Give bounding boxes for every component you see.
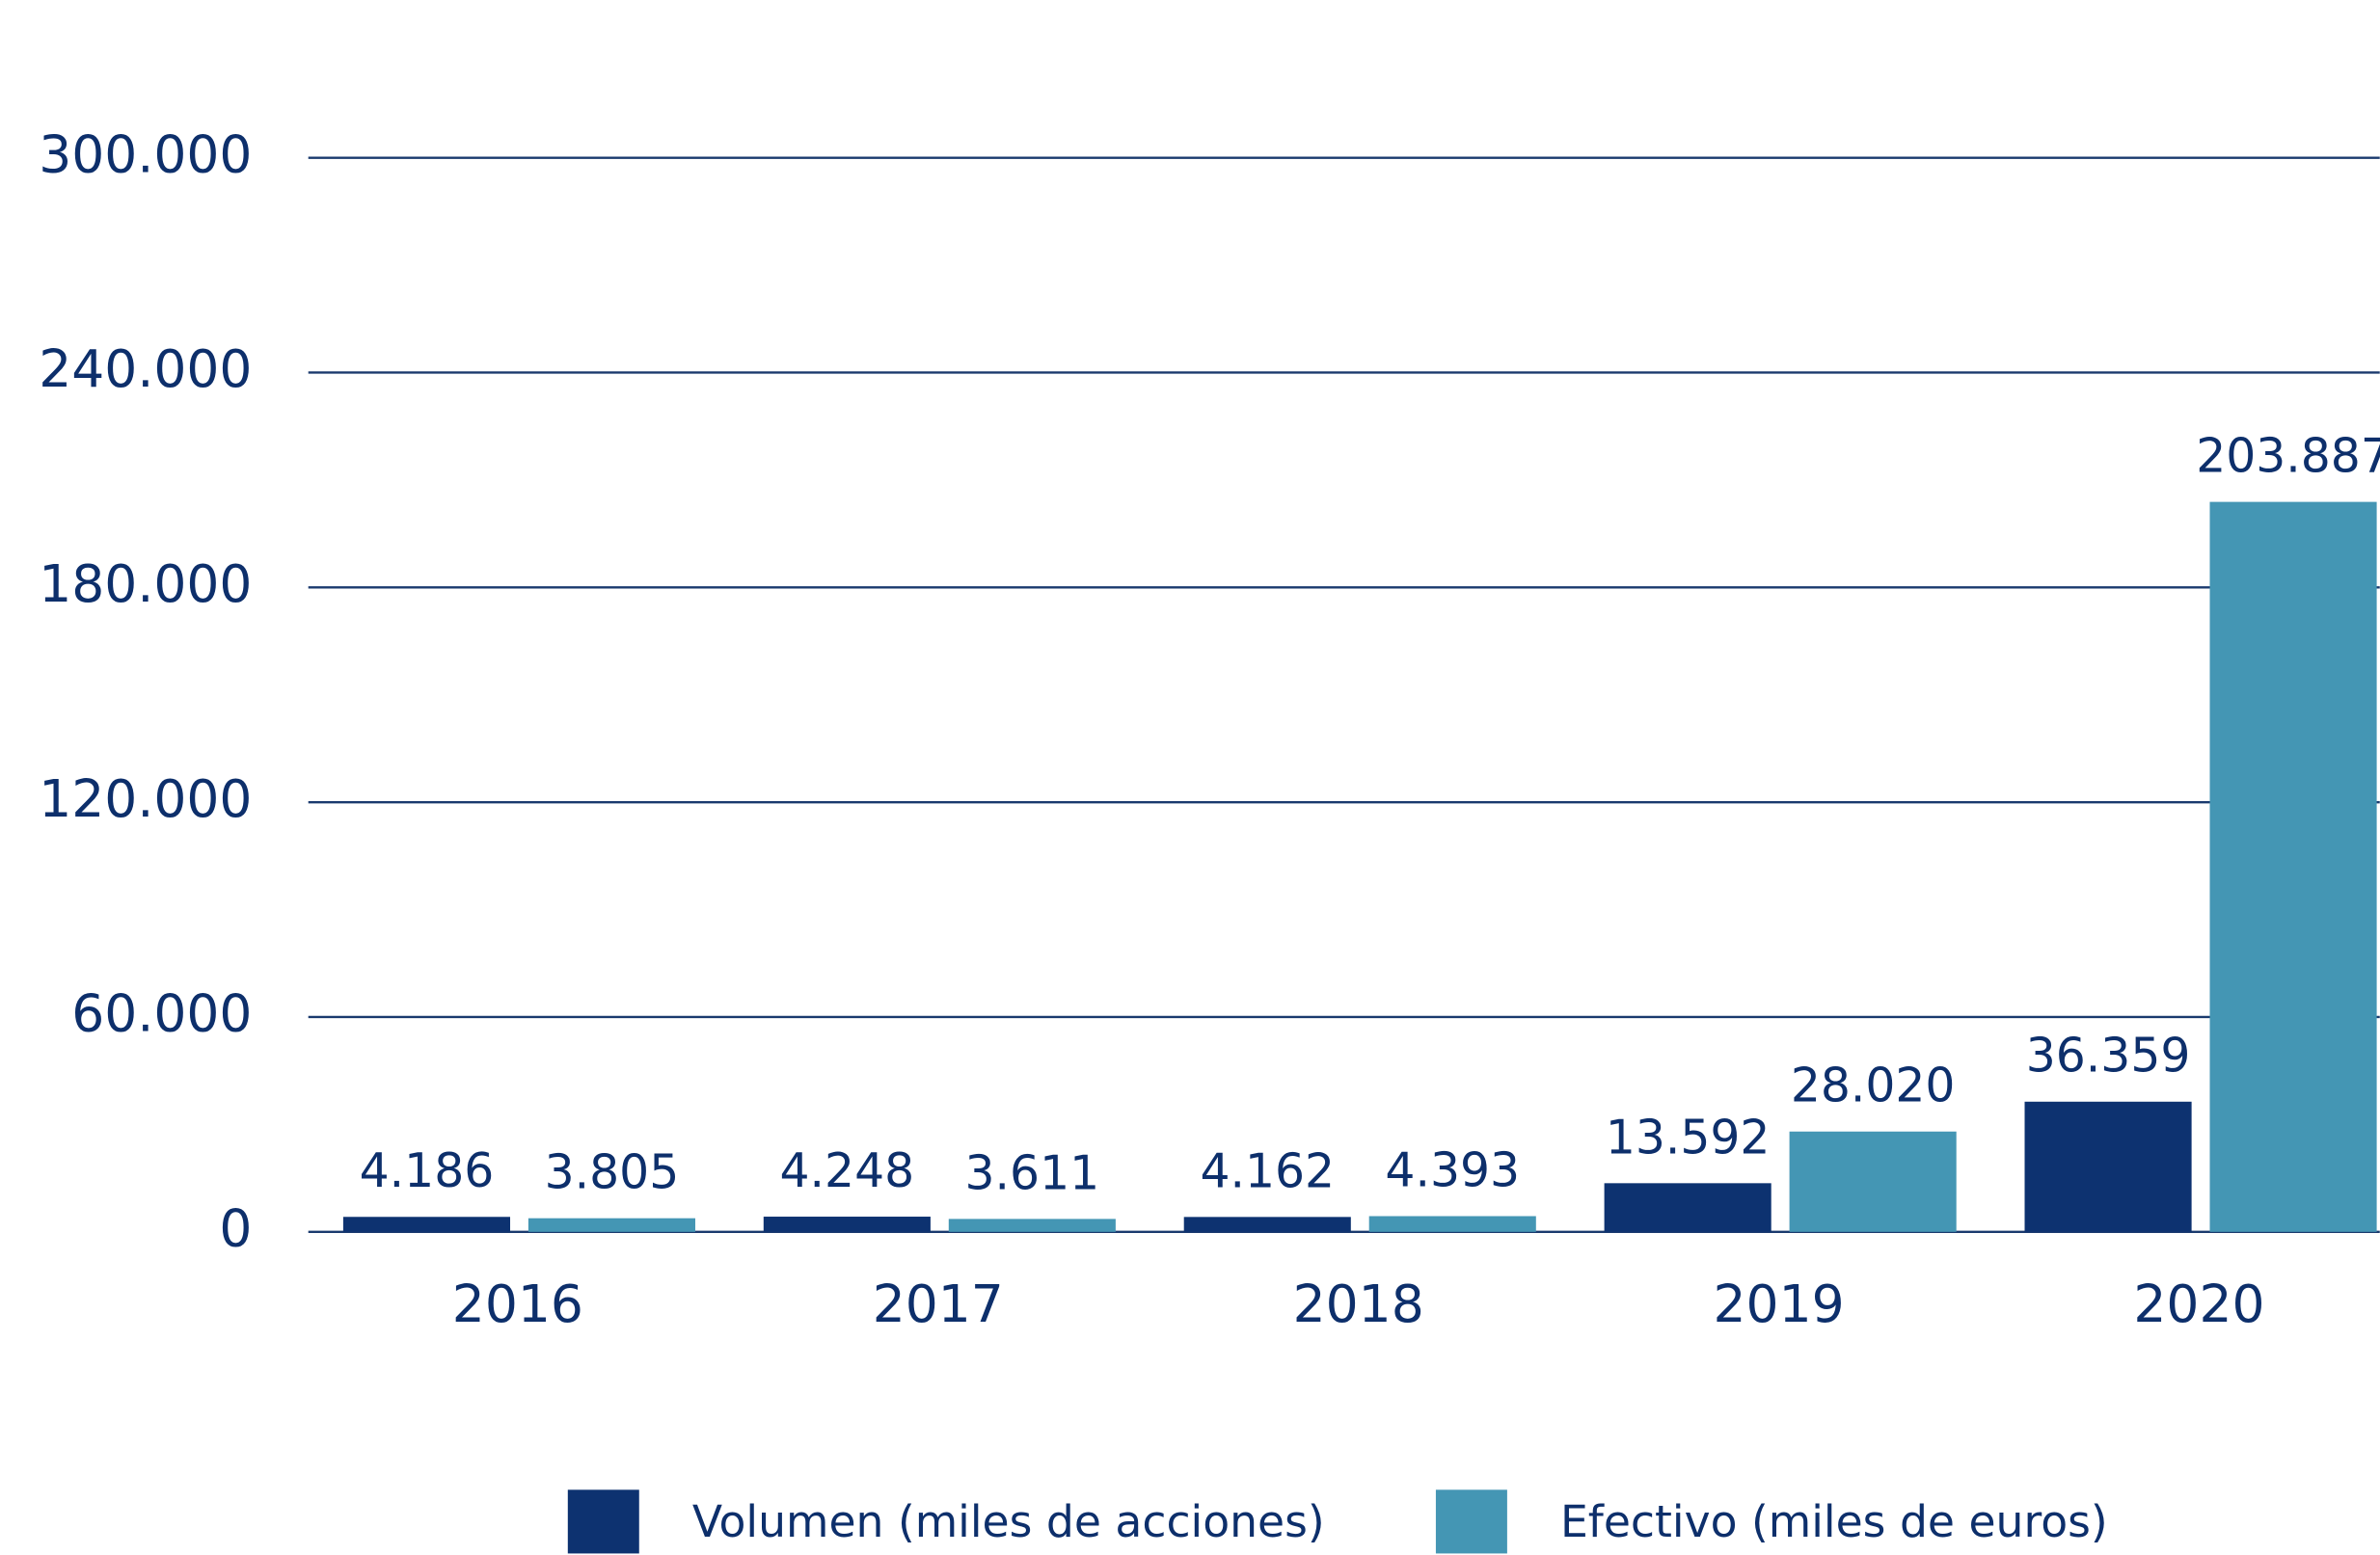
bar bbox=[2024, 1101, 2192, 1232]
value-label: 3.611 bbox=[965, 1145, 1100, 1200]
value-label: 3.805 bbox=[545, 1145, 680, 1200]
y-tick-label: 60.000 bbox=[71, 983, 252, 1044]
bar bbox=[342, 1217, 511, 1232]
bar bbox=[1604, 1183, 1771, 1232]
y-tick-label: 120.000 bbox=[39, 768, 252, 829]
x-tick-label: 2019 bbox=[1714, 1273, 1845, 1334]
legend-swatch bbox=[567, 1489, 639, 1554]
y-tick-label: 240.000 bbox=[39, 338, 252, 399]
y-tick-label: 0 bbox=[219, 1197, 252, 1258]
value-label: 4.162 bbox=[1200, 1143, 1335, 1198]
bar bbox=[527, 1218, 695, 1232]
value-label: 4.393 bbox=[1385, 1142, 1520, 1197]
bar bbox=[1368, 1216, 1536, 1232]
legend-label: Volumen (miles de acciones) bbox=[692, 1496, 1325, 1547]
bar bbox=[763, 1217, 931, 1232]
y-tick-label: 300.000 bbox=[39, 123, 252, 184]
x-tick-label: 2016 bbox=[452, 1273, 583, 1334]
bar bbox=[2209, 501, 2377, 1232]
x-tick-label: 2017 bbox=[873, 1273, 1004, 1334]
value-label: 203.887 bbox=[2196, 429, 2380, 484]
x-tick-label: 2020 bbox=[2133, 1273, 2264, 1334]
legend-swatch bbox=[1435, 1489, 1507, 1554]
value-label: 4.248 bbox=[780, 1143, 915, 1198]
bar bbox=[1789, 1131, 1957, 1232]
bar bbox=[1183, 1217, 1351, 1232]
y-tick-label: 180.000 bbox=[39, 553, 252, 614]
bar bbox=[948, 1219, 1116, 1232]
value-label: 13.592 bbox=[1606, 1110, 1771, 1165]
value-label: 28.020 bbox=[1791, 1059, 1956, 1113]
value-label: 36.359 bbox=[2026, 1029, 2191, 1084]
x-tick-label: 2018 bbox=[1293, 1273, 1424, 1334]
legend-label: Efectivo (miles de euros) bbox=[1560, 1496, 2108, 1547]
value-label: 4.186 bbox=[360, 1143, 495, 1198]
